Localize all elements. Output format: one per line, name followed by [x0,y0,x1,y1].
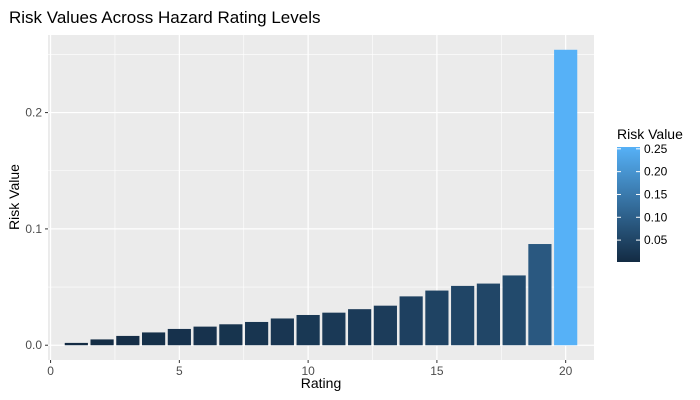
x-tick-label: 15 [430,364,444,378]
bar-rating-18 [502,275,526,346]
y-axis-title: Risk Value [6,164,22,230]
bar-rating-5 [167,328,191,346]
bar-rating-13 [373,305,397,346]
x-tick-label: 20 [559,364,573,378]
x-tick-label: 5 [176,364,183,378]
bar-rating-2 [90,339,114,346]
color-legend: Risk Value 0.05 0.10 0.15 0.20 0.25 [617,126,683,262]
colorbar-ticks: 0.05 0.10 0.15 0.20 0.25 [617,142,668,247]
bar-rating-15 [425,290,449,346]
x-axis-ticks: 0 5 10 15 20 [47,360,573,378]
colorbar-tick-label: 0.05 [644,233,668,247]
x-tick-label: 10 [301,364,315,378]
bar-rating-3 [116,335,140,346]
bar-rating-4 [142,332,166,346]
bar-rating-20 [554,49,578,346]
y-axis-ticks: 0.0 0.1 0.2 [25,106,48,352]
bar-rating-12 [348,309,372,346]
x-tick-label: 0 [47,364,54,378]
bar-rating-8 [245,321,269,346]
x-axis-title: Rating [301,375,341,391]
bar-rating-11 [322,312,346,346]
bar-rating-17 [476,283,500,346]
y-tick-label: 0.1 [25,222,42,236]
bar-rating-16 [451,285,475,346]
legend-title: Risk Value [617,126,683,142]
bar-rating-14 [399,296,423,346]
bar-rating-6 [193,326,217,346]
bar-rating-9 [270,318,294,346]
bar-rating-10 [296,314,320,346]
bar-rating-19 [528,244,552,346]
y-tick-label: 0.0 [25,338,42,352]
colorbar-tick-label: 0.20 [644,165,668,179]
chart-title: Risk Values Across Hazard Rating Levels [9,8,321,27]
bar-rating-7 [219,324,243,346]
colorbar-tick-label: 0.15 [644,187,668,201]
colorbar [617,147,640,262]
y-tick-label: 0.2 [25,106,42,120]
bar-rating-1 [64,342,88,346]
colorbar-tick-label: 0.25 [644,142,668,156]
colorbar-tick-label: 0.10 [644,210,668,224]
bars [64,49,578,346]
